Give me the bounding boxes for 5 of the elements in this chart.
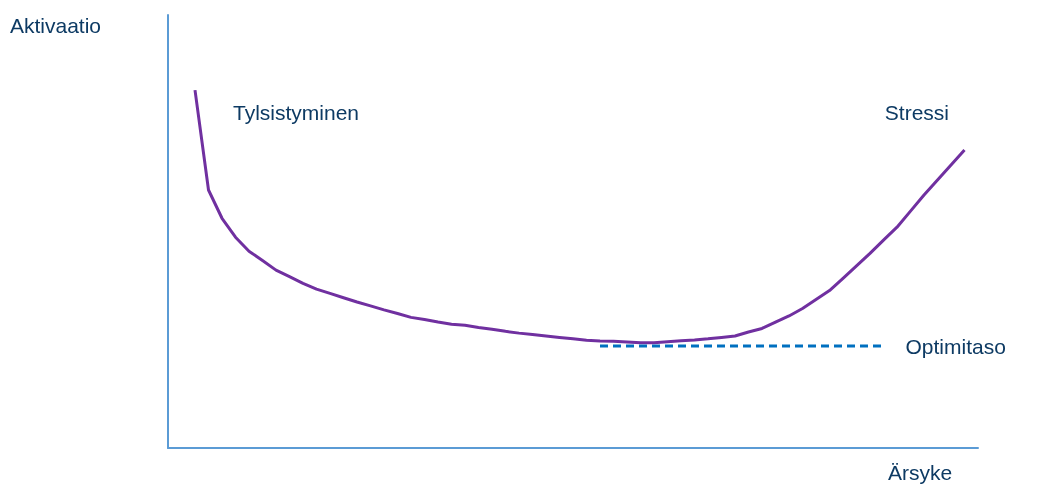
x-axis-title: Ärsyke [888, 461, 953, 484]
annotation: Stressi [884, 101, 950, 124]
annotation: Tylsistyminen [233, 101, 360, 124]
y-axis-title: Aktivaatio [10, 14, 102, 37]
series-label: Optimitaso [905, 334, 1006, 358]
